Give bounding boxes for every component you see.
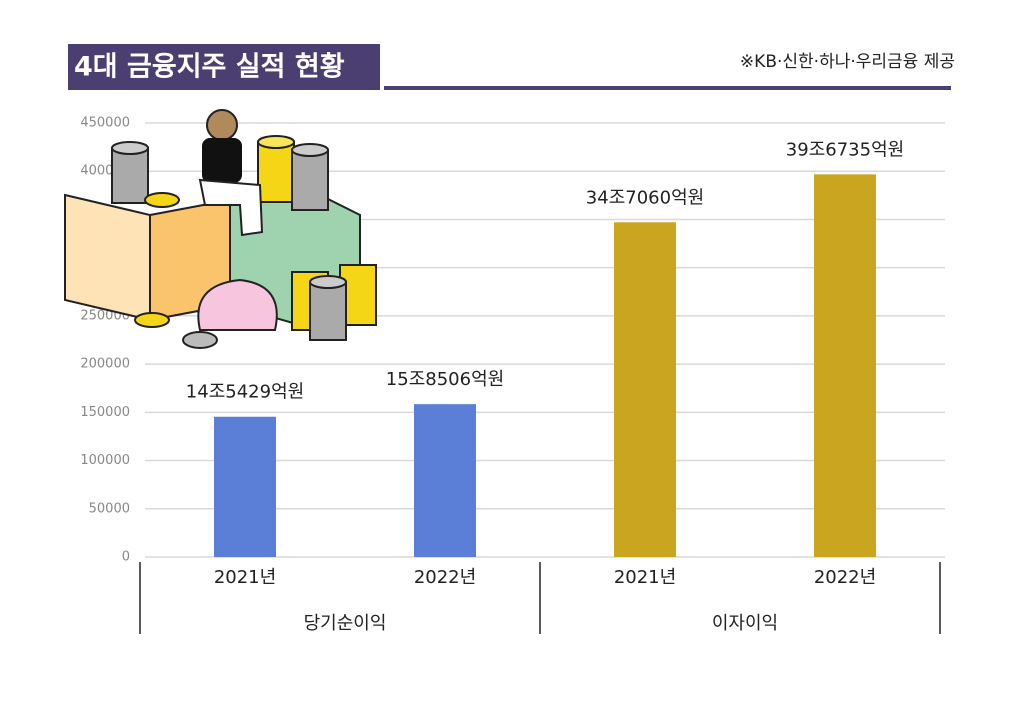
x-tick-label: 2022년 bbox=[814, 567, 876, 588]
value-label: 34조7060억원 bbox=[586, 187, 704, 208]
value-label: 14조5429억원 bbox=[186, 382, 304, 403]
bar bbox=[214, 416, 276, 557]
y-tick-label: 200000 bbox=[80, 357, 130, 372]
chart-title: 4대 금융지주 실적 현황 bbox=[74, 52, 345, 83]
value-label: 15조8506억원 bbox=[386, 369, 504, 390]
plot: 0500001000001500002000002500003000003500… bbox=[80, 116, 945, 634]
y-tick-label: 100000 bbox=[80, 453, 130, 468]
x-tick-label: 2021년 bbox=[614, 567, 676, 588]
illustration bbox=[64, 109, 377, 349]
bar bbox=[414, 404, 476, 557]
y-tick-label: 0 bbox=[122, 550, 130, 565]
x-tick-label: 2022년 bbox=[414, 567, 476, 588]
y-tick-label: 450000 bbox=[80, 116, 130, 131]
group-label: 이자이익 bbox=[712, 613, 778, 634]
y-tick-label: 150000 bbox=[80, 405, 130, 420]
title-box bbox=[68, 44, 380, 90]
bar bbox=[814, 174, 876, 557]
source: ※KB·신한·하나·우리금융 제공 bbox=[740, 52, 955, 72]
title-rule bbox=[384, 86, 951, 90]
bar bbox=[614, 222, 676, 557]
value-label: 39조6735억원 bbox=[786, 139, 904, 160]
y-tick-label: 50000 bbox=[89, 501, 130, 516]
x-tick-label: 2021년 bbox=[214, 567, 276, 588]
group-label: 당기순이익 bbox=[304, 613, 387, 634]
